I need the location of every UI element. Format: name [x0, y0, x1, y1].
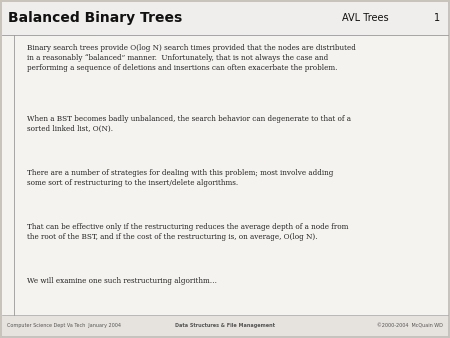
Text: 1: 1	[434, 13, 441, 23]
Text: Balanced Binary Trees: Balanced Binary Trees	[8, 11, 182, 25]
Text: Computer Science Dept Va Tech  January 2004: Computer Science Dept Va Tech January 20…	[7, 323, 121, 328]
Bar	[2, 2, 448, 35]
Text: We will examine one such restructuring algorithm…: We will examine one such restructuring a…	[27, 277, 217, 285]
Text: Binary search trees provide O(log N) search times provided that the nodes are di: Binary search trees provide O(log N) sea…	[27, 44, 356, 72]
Bar	[2, 315, 448, 336]
Text: ©2000-2004  McQuain WD: ©2000-2004 McQuain WD	[378, 323, 443, 328]
Bar	[2, 35, 448, 315]
Text: That can be effective only if the restructuring reduces the average depth of a n: That can be effective only if the restru…	[27, 223, 348, 241]
Text: When a BST becomes badly unbalanced, the search behavior can degenerate to that : When a BST becomes badly unbalanced, the…	[27, 115, 351, 133]
Text: Data Structures & File Management: Data Structures & File Management	[175, 323, 275, 328]
Text: There are a number of strategies for dealing with this problem; most involve add: There are a number of strategies for dea…	[27, 169, 333, 187]
Text: AVL Trees: AVL Trees	[342, 13, 389, 23]
